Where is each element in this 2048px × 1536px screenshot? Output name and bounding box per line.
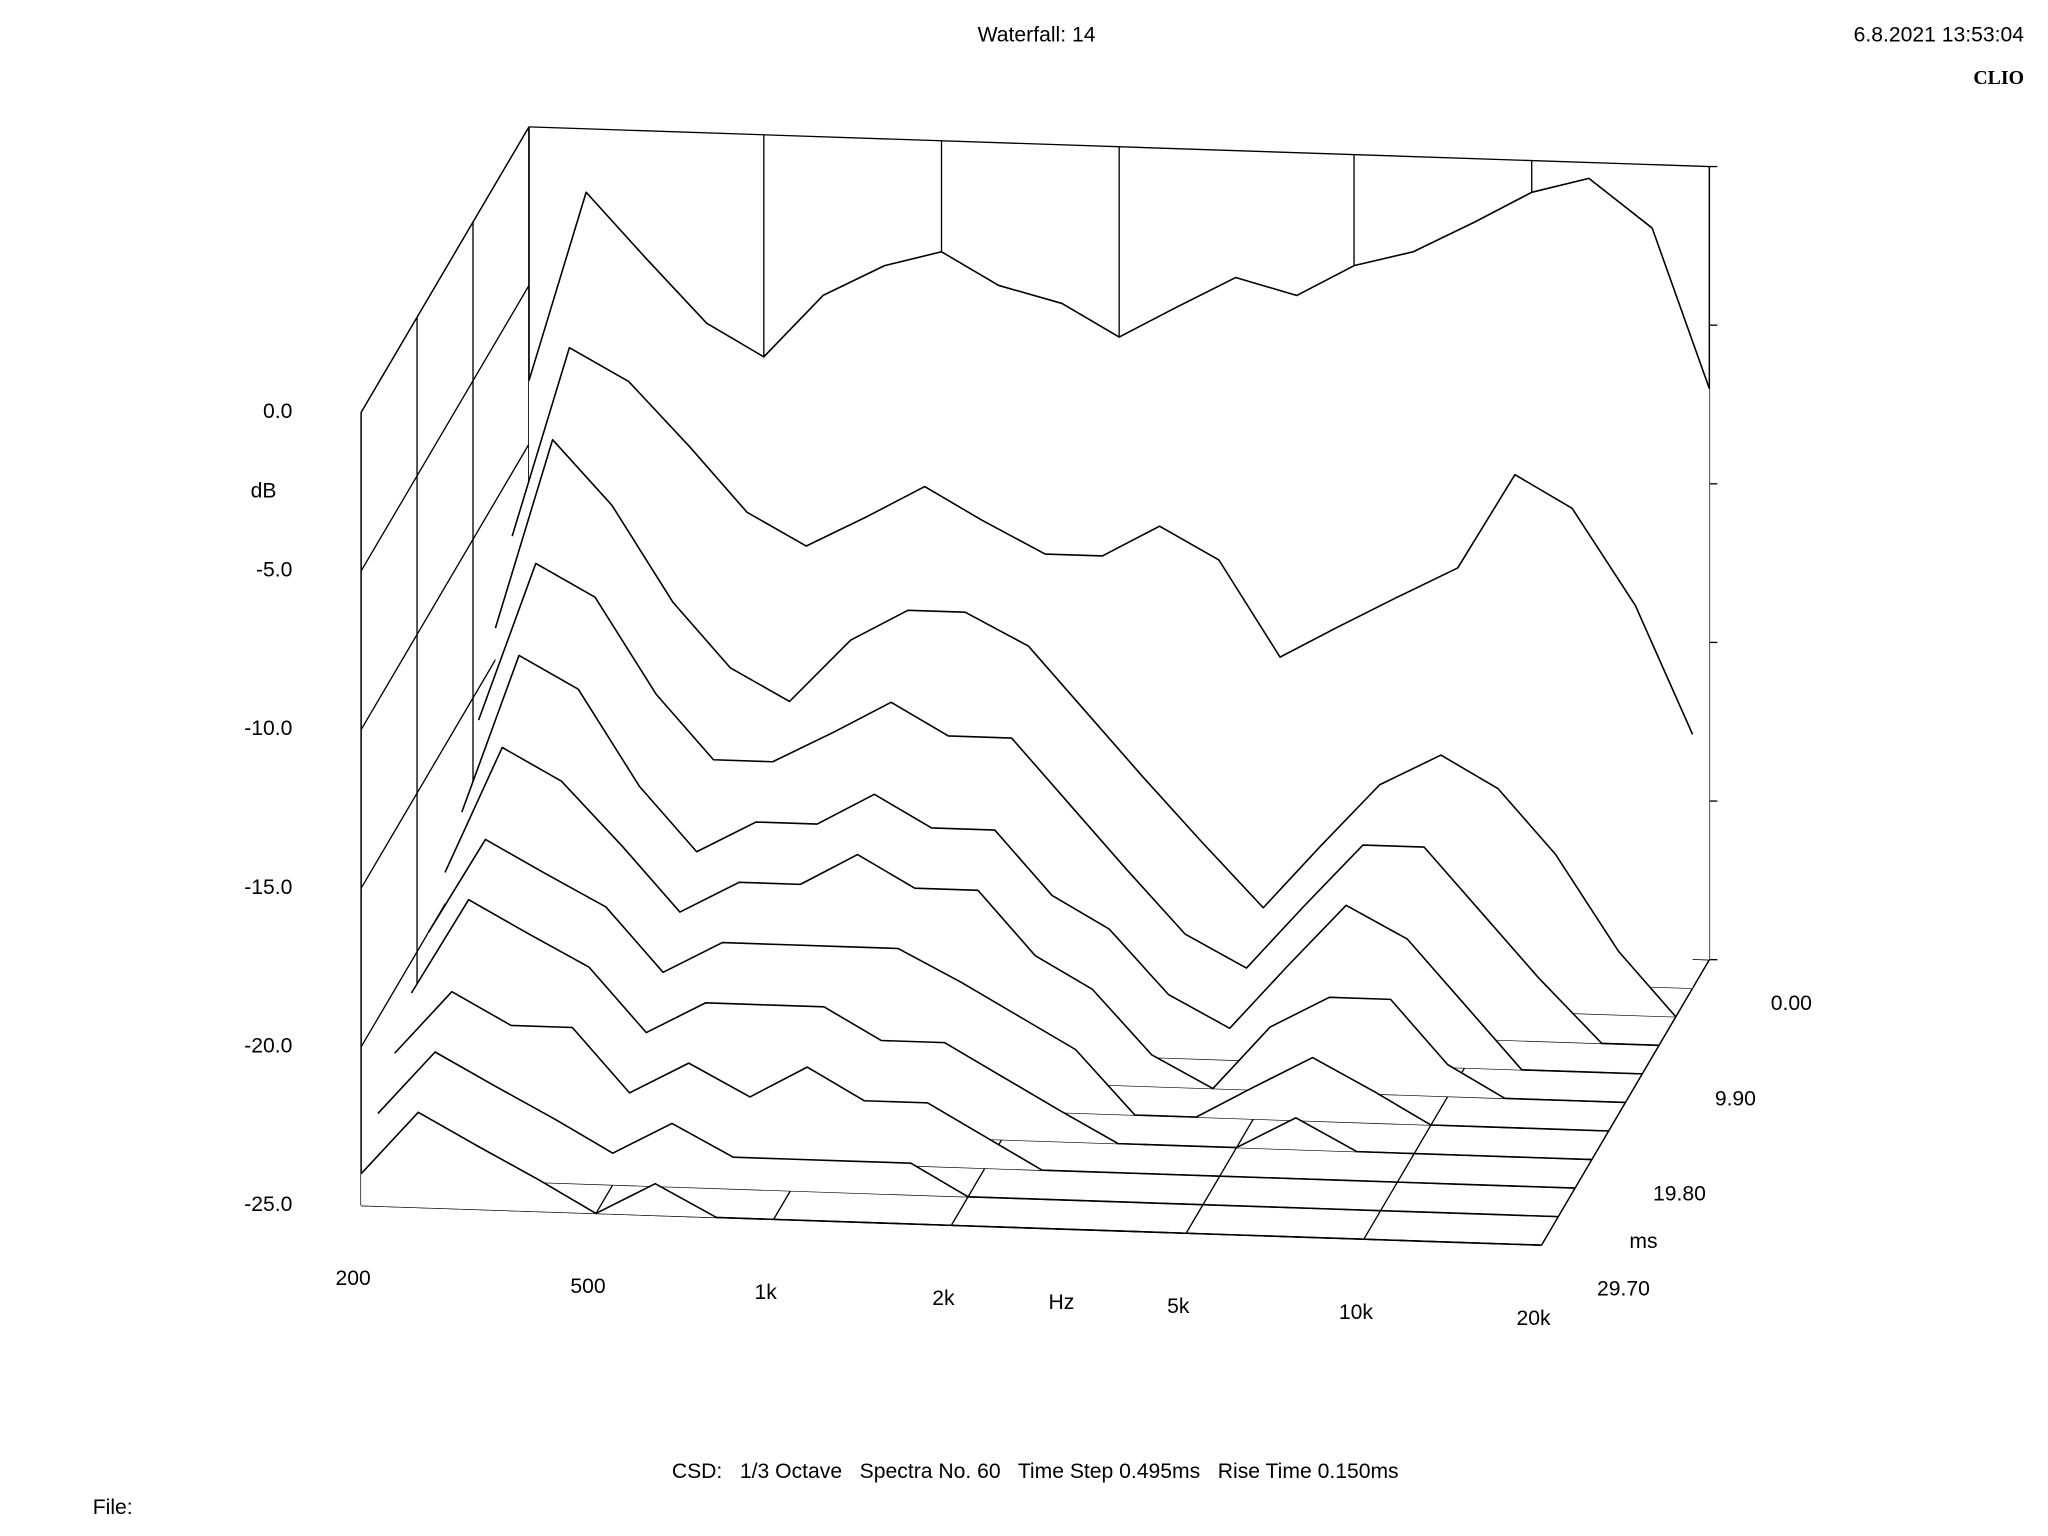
x-tick-label: 200 [336, 1267, 371, 1290]
y-tick-label: 0.0 [263, 400, 292, 423]
y-tick-label: -5.0 [256, 559, 292, 582]
chart-title: Waterfall: 14 [978, 23, 1096, 46]
file-label: File: [93, 1496, 133, 1519]
x-axis-label: Hz [1048, 1291, 1074, 1314]
spectrum [394, 990, 1576, 1189]
z-tick-label: 19.80 [1653, 1183, 1706, 1206]
grid-line [360, 443, 530, 731]
spectrum [528, 177, 1711, 389]
x-tick-label: 2k [932, 1287, 955, 1310]
spectrum-fill [377, 1052, 1559, 1217]
timestamp: 6.8.2021 13:53:04 [1854, 23, 2025, 46]
z-axis-label: ms [1629, 1230, 1657, 1253]
x-tick-label: 5k [1167, 1295, 1190, 1318]
spectrum [494, 438, 1677, 1018]
spectrum [461, 654, 1643, 1075]
y-axis-label: dB [251, 479, 277, 502]
spectrum [444, 746, 1626, 1104]
spectrum [427, 838, 1609, 1132]
y-tick-label: -10.0 [244, 717, 292, 740]
y-tick-label: -20.0 [244, 1034, 292, 1057]
spectrum [410, 898, 1592, 1161]
x-tick-label: 20k [1517, 1307, 1551, 1330]
y-tick-label: -25.0 [244, 1193, 292, 1216]
z-tick-label: 0.00 [1771, 992, 1812, 1015]
spectrum-fill [361, 1112, 1542, 1246]
spectrum [377, 1051, 1559, 1218]
grid-line [360, 285, 530, 572]
x-tick-label: 10k [1339, 1301, 1373, 1324]
spectrum [511, 346, 1694, 735]
spectrum [477, 562, 1660, 1047]
x-tick-label: 1k [755, 1281, 778, 1304]
brand: CLIO [1973, 67, 2024, 89]
z-tick-label: 9.90 [1715, 1087, 1756, 1110]
spectrum [360, 1111, 1542, 1246]
y-tick-label: -15.0 [244, 876, 292, 899]
z-tick-label: 29.70 [1597, 1278, 1650, 1301]
x-tick-label: 500 [570, 1275, 605, 1298]
grid-line [360, 126, 530, 413]
footer: CSD: 1/3 Octave Spectra No. 60 Time Step… [672, 1460, 1399, 1483]
